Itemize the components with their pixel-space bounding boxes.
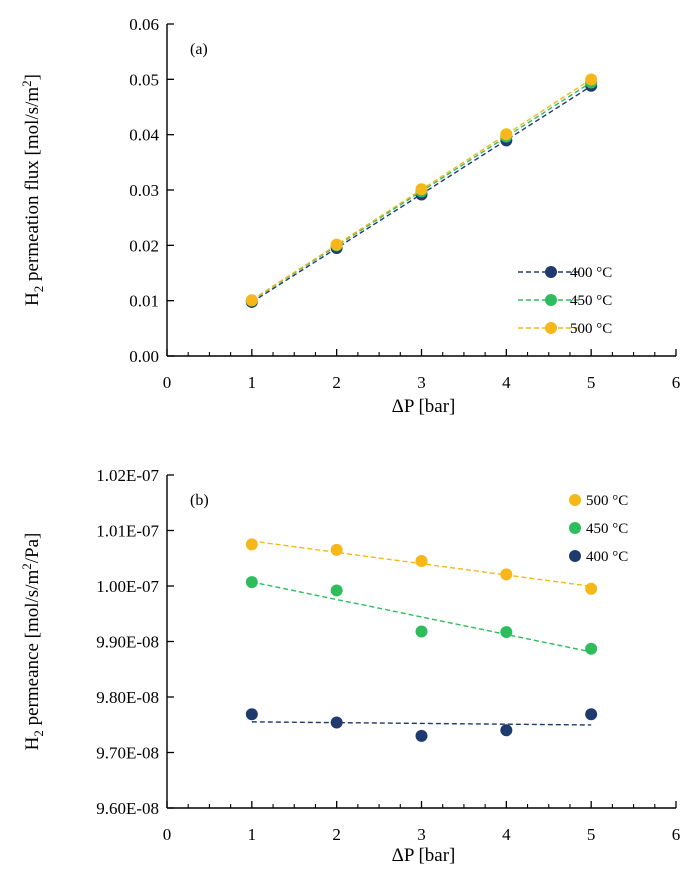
x-tick-label: 3 — [417, 373, 426, 392]
legend-label: 450 °C — [586, 521, 628, 537]
y-tick-label: 0.06 — [129, 15, 159, 34]
legend-label: 500 °C — [570, 321, 612, 337]
x-tick-label: 1 — [248, 373, 257, 392]
y-tick-label: 0.05 — [129, 70, 159, 89]
data-point — [245, 576, 258, 589]
data-point — [415, 555, 428, 568]
x-tick-label: 1 — [248, 825, 257, 844]
x-tick-label: 6 — [672, 825, 681, 844]
y-tick-label: 1.02E-07 — [96, 466, 159, 485]
trendline — [251, 721, 592, 726]
data-point — [245, 538, 258, 551]
data-point — [330, 716, 343, 729]
y-tick-label: 9.60E-08 — [96, 799, 159, 818]
data-point — [585, 708, 598, 721]
y-tick-label: 0.03 — [129, 181, 159, 200]
legend-label: 450 °C — [570, 293, 612, 309]
panel-label: (b) — [190, 492, 209, 509]
x-tick-label: 6 — [672, 373, 681, 392]
legend-marker — [569, 550, 581, 562]
x-tick-label: 3 — [417, 825, 426, 844]
data-point — [245, 294, 258, 307]
legend-marker — [569, 494, 581, 506]
x-tick-label: 5 — [587, 825, 596, 844]
y-tick-label: 1.01E-07 — [96, 522, 159, 541]
trendline — [251, 581, 592, 653]
x-tick-label: 4 — [502, 373, 511, 392]
data-point — [500, 724, 513, 737]
data-point — [330, 543, 343, 556]
data-point — [415, 183, 428, 196]
y-tick-label: 9.80E-08 — [96, 688, 159, 707]
legend-label: 500 °C — [586, 493, 628, 509]
y-axis-title: H2 permeation flux [mol/s/m2] — [19, 74, 46, 306]
legend-label: 400 °C — [586, 549, 628, 565]
data-point — [330, 238, 343, 251]
panel-label: (a) — [190, 41, 208, 58]
legend-label: 400 °C — [570, 265, 612, 281]
x-tick-label: 4 — [502, 825, 511, 844]
y-tick-label: 0.01 — [129, 292, 159, 311]
y-tick-label: 0.04 — [129, 126, 159, 145]
y-tick-label: 9.70E-08 — [96, 744, 159, 763]
x-axis-title: ΔP [bar] — [392, 845, 456, 866]
x-axis-title: ΔP [bar] — [392, 396, 456, 417]
legend-marker — [545, 266, 557, 278]
data-point — [585, 73, 598, 86]
y-tick-label: 9.90E-08 — [96, 633, 159, 652]
y-tick-label: 0.00 — [129, 347, 159, 366]
x-tick-label: 2 — [332, 825, 341, 844]
y-tick-label: 1.00E-07 — [96, 577, 159, 596]
x-tick-label: 0 — [163, 373, 172, 392]
y-axis-title: H2 permeance [mol/s/m2/Pa] — [19, 533, 46, 751]
legend-marker — [545, 294, 557, 306]
data-point — [500, 626, 513, 639]
x-tick-label: 2 — [332, 373, 341, 392]
x-tick-label: 0 — [163, 825, 172, 844]
data-point — [330, 584, 343, 597]
data-point — [415, 729, 428, 742]
legend-marker — [569, 522, 581, 534]
chart-panel-a: 0.00 0.01 0.02 0.03 0.04 0.05 0.06 0 1 2 3 4 5 6 ΔP [b… — [19, 15, 680, 417]
y-tick-label: 0.02 — [129, 236, 159, 255]
data-point — [500, 128, 513, 141]
data-point — [585, 582, 598, 595]
legend-marker — [545, 322, 557, 334]
data-point — [415, 625, 428, 638]
chart-panel-b: 9.60E-08 9.70E-08 9.80E-08 9.90E-08 1.00E-07… — [19, 466, 680, 866]
data-point — [500, 568, 513, 581]
data-point — [245, 708, 258, 721]
x-tick-label: 5 — [587, 373, 596, 392]
data-point — [585, 642, 598, 655]
